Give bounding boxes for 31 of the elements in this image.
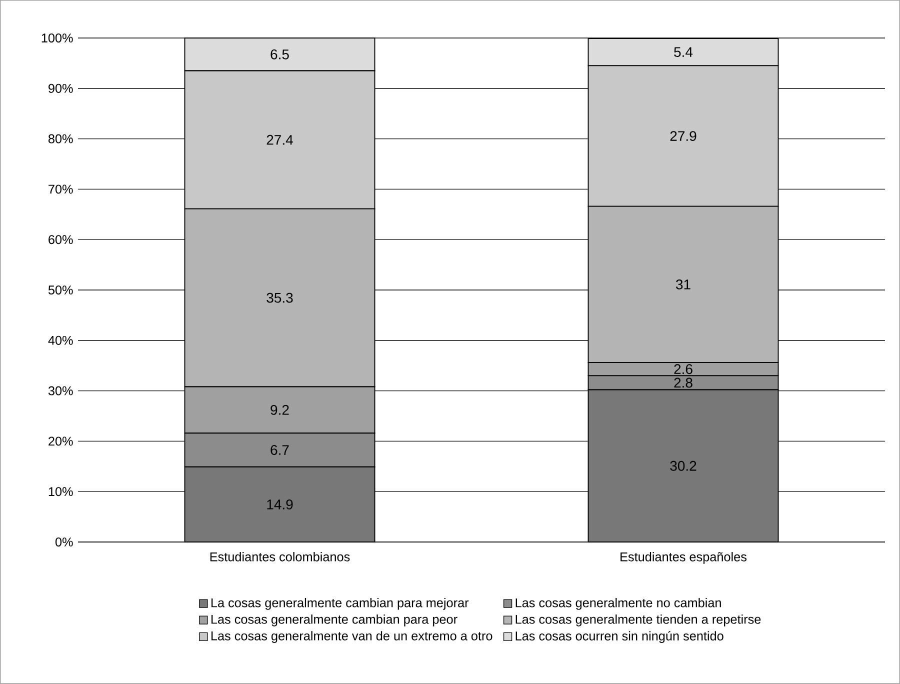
data-label: 35.3 xyxy=(266,292,293,303)
x-tick-label: Estudiantes españoles xyxy=(620,552,746,564)
legend-label: Las cosas generalmente tienden a repetirse xyxy=(516,614,761,626)
data-label: 5.4 xyxy=(674,47,693,57)
legend-label: Las cosas generalmente van de un extremo a otro xyxy=(211,631,492,643)
y-tick-label: 30% xyxy=(48,386,73,396)
legend-label: Las cosas ocurren sin ningún sentido xyxy=(516,631,724,643)
y-tick-label: 90% xyxy=(48,84,73,93)
y-tick-label: 20% xyxy=(48,436,73,446)
data-label: 27.4 xyxy=(266,134,293,145)
y-tick-label: 80% xyxy=(48,134,73,144)
y-tick-label: 40% xyxy=(48,336,73,345)
y-tick-label: 50% xyxy=(48,286,73,294)
legend-label: La cosas generalmente cambian para mejorar xyxy=(211,598,469,610)
y-tick-label: 60% xyxy=(48,235,73,244)
data-label: 2.8 xyxy=(674,378,692,388)
legend-label: Las cosas generalmente no cambian xyxy=(516,598,721,610)
legend-label: Las cosas generalmente cambian para peor xyxy=(211,614,458,626)
data-label: 9.2 xyxy=(270,404,289,415)
y-tick-label: 70% xyxy=(48,184,73,194)
data-label: 31 xyxy=(676,279,690,290)
data-label: 30.2 xyxy=(670,460,696,471)
data-label: 14.9 xyxy=(267,499,293,510)
data-label: 6.7 xyxy=(270,445,289,455)
data-label: 2.6 xyxy=(674,364,692,374)
data-label: 6.5 xyxy=(270,49,289,60)
y-tick-label: 0% xyxy=(55,538,73,546)
data-label: 27.9 xyxy=(670,131,696,141)
y-tick-label: 10% xyxy=(48,487,73,496)
y-tick-label: 100% xyxy=(42,34,73,42)
x-tick-label: Estudiantes colombianos xyxy=(210,552,350,562)
